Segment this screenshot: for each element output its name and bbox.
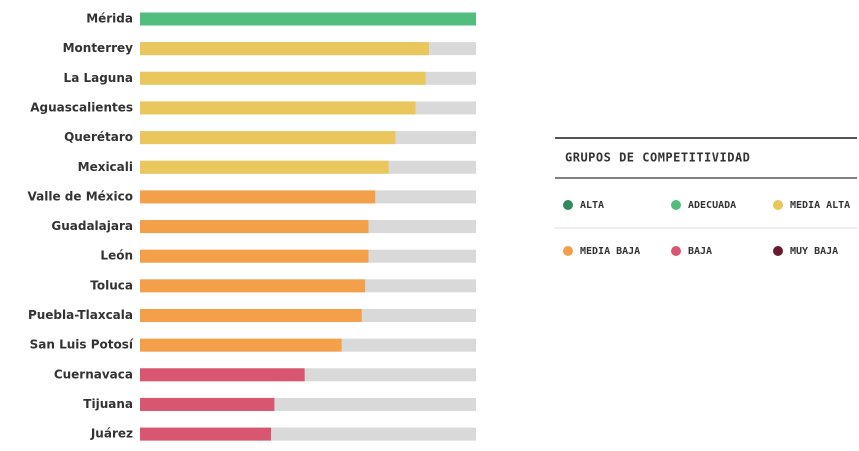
category-label: Valle de México (28, 189, 133, 203)
bar (140, 12, 476, 26)
legend-label: MUY BAJA (790, 246, 838, 257)
category-label: Toluca (90, 278, 133, 292)
category-label: Monterrey (63, 41, 134, 55)
category-label: Mérida (86, 12, 133, 26)
legend-swatch (563, 246, 573, 256)
legend-swatch (671, 246, 681, 256)
category-label: Querétaro (64, 130, 133, 144)
bar (140, 309, 362, 322)
category-label: Puebla-Tlaxcala (28, 308, 133, 322)
category-label: La Laguna (64, 71, 133, 85)
category-label: Cuernavaca (54, 367, 133, 381)
legend-label: ALTA (580, 200, 604, 211)
category-label: León (100, 249, 133, 263)
bar (140, 220, 369, 234)
bar (140, 160, 389, 174)
category-label: Guadalajara (51, 219, 133, 233)
legend-swatch (563, 200, 573, 210)
legend-label: MEDIA ALTA (790, 200, 850, 211)
legend-label: ADECUADA (688, 200, 736, 211)
legend-swatch (671, 200, 681, 210)
bar (140, 249, 369, 263)
legend-label: MEDIA BAJA (580, 246, 640, 257)
bar (140, 42, 429, 56)
bar (140, 131, 396, 145)
category-label: Tijuana (83, 397, 133, 411)
legend-swatch (773, 200, 783, 210)
category-label: Juárez (90, 427, 133, 441)
legend-title: GRUPOS DE COMPETITIVIDAD (565, 151, 750, 165)
bar (140, 71, 426, 85)
bar (140, 190, 376, 204)
bar (140, 338, 342, 352)
legend-swatch (773, 246, 783, 256)
bar (140, 101, 416, 115)
legend-label: BAJA (688, 246, 712, 257)
category-label: Aguascalientes (30, 100, 133, 114)
bar (140, 397, 275, 411)
category-label: Mexicali (78, 160, 133, 174)
bar (140, 279, 366, 293)
bar (140, 427, 272, 441)
category-label: San Luis Potosí (30, 338, 134, 352)
bar (140, 368, 305, 382)
